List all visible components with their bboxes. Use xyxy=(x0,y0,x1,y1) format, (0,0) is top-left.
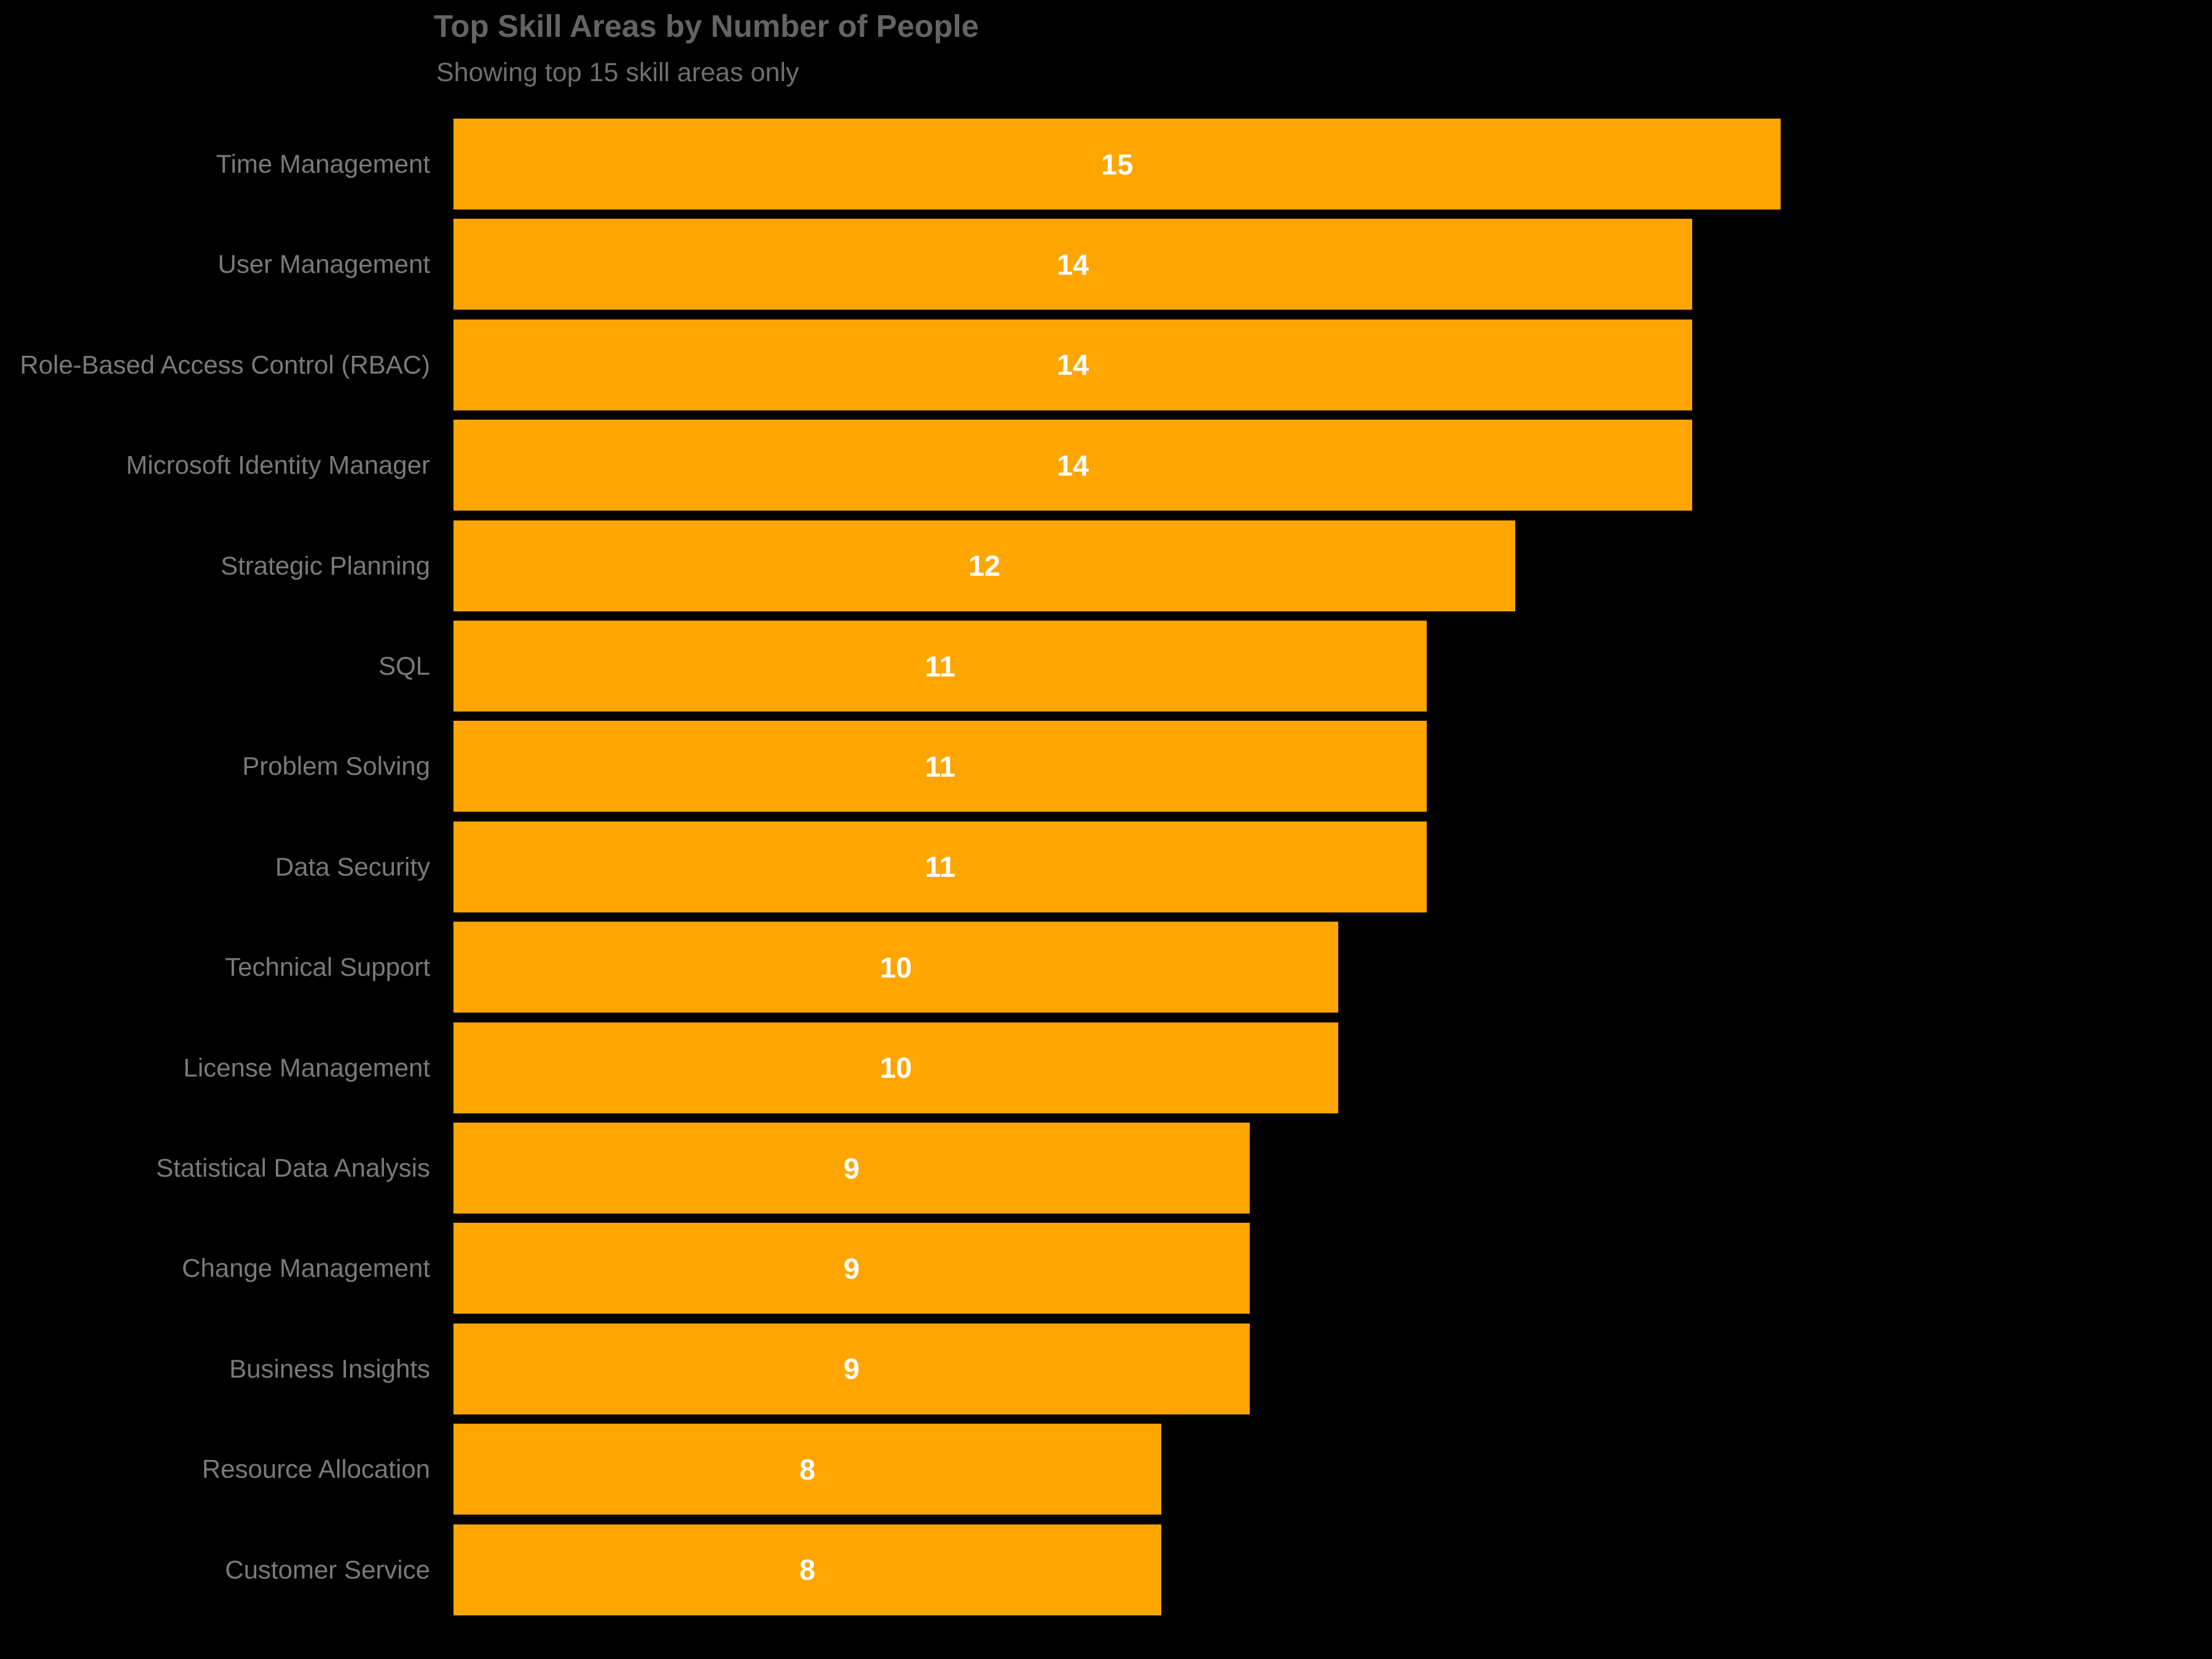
bar-value-label: 9 xyxy=(843,1252,860,1285)
category-label: Microsoft Identity Manager xyxy=(126,450,430,480)
category-label: User Management xyxy=(218,249,431,279)
bar-value-label: 8 xyxy=(799,1553,816,1586)
bar-row: Strategic Planning 12 xyxy=(0,520,2212,611)
bar: 14 xyxy=(453,420,1692,511)
bar-value-label: 15 xyxy=(1100,147,1134,181)
bar: 9 xyxy=(453,1123,1250,1214)
bar-value-label: 9 xyxy=(843,1151,860,1185)
bar: 8 xyxy=(453,1424,1161,1515)
bar: 9 xyxy=(453,1323,1250,1414)
bar-value-label: 9 xyxy=(843,1352,860,1386)
bar-row: User Management 14 xyxy=(0,219,2212,310)
category-label: Technical Support xyxy=(225,952,430,982)
bar-value-label: 11 xyxy=(925,649,955,683)
bar-row: Microsoft Identity Manager 14 xyxy=(0,420,2212,511)
category-label: Business Insights xyxy=(229,1354,430,1383)
bar: 15 xyxy=(453,119,1781,210)
category-label: Resource Allocation xyxy=(202,1454,430,1484)
bar-row: Time Management 15 xyxy=(0,119,2212,210)
bar-row: License Management 10 xyxy=(0,1022,2212,1113)
bar: 11 xyxy=(453,821,1427,912)
category-label: Change Management xyxy=(182,1253,430,1283)
bar-value-label: 11 xyxy=(925,850,955,884)
category-label: Customer Service xyxy=(225,1555,430,1584)
bar-row: SQL 11 xyxy=(0,621,2212,712)
bar: 8 xyxy=(453,1524,1161,1615)
bar-value-label: 10 xyxy=(879,951,912,984)
chart-title: Top Skill Areas by Number of People xyxy=(434,9,979,44)
bar: 14 xyxy=(453,219,1692,310)
chart-subtitle: Showing top 15 skill areas only xyxy=(436,58,799,87)
category-label: Role-Based Access Control (RBAC) xyxy=(20,350,430,379)
bar-value-label: 10 xyxy=(879,1051,912,1084)
bar: 10 xyxy=(453,1022,1338,1113)
bar: 10 xyxy=(453,922,1338,1013)
category-label: Statistical Data Analysis xyxy=(156,1153,430,1182)
bar-value-label: 14 xyxy=(1056,449,1089,482)
bar-row: Technical Support 10 xyxy=(0,922,2212,1013)
bar-value-label: 11 xyxy=(925,750,955,783)
bar-row: Problem Solving 11 xyxy=(0,721,2212,812)
bar: 11 xyxy=(453,721,1427,812)
bar-value-label: 14 xyxy=(1056,248,1089,281)
category-label: Problem Solving xyxy=(242,751,430,781)
category-label: Data Security xyxy=(275,852,430,881)
bar-row: Role-Based Access Control (RBAC) 14 xyxy=(0,319,2212,410)
bar: 9 xyxy=(453,1223,1250,1314)
category-label: SQL xyxy=(378,651,430,680)
bar: 14 xyxy=(453,319,1692,410)
bar-row: Customer Service 8 xyxy=(0,1524,2212,1615)
bar-row: Data Security 11 xyxy=(0,821,2212,912)
bar-row: Change Management 9 xyxy=(0,1223,2212,1314)
category-label: Time Management xyxy=(216,149,430,178)
bar-row: Business Insights 9 xyxy=(0,1323,2212,1414)
bar-value-label: 12 xyxy=(968,549,1001,582)
category-label: License Management xyxy=(183,1053,430,1082)
bar-row: Resource Allocation 8 xyxy=(0,1424,2212,1515)
category-label: Strategic Planning xyxy=(221,551,430,580)
bar-value-label: 8 xyxy=(799,1453,816,1486)
bar-value-label: 14 xyxy=(1056,348,1089,382)
bar-row: Statistical Data Analysis 9 xyxy=(0,1123,2212,1214)
bar: 12 xyxy=(453,520,1515,611)
bar: 11 xyxy=(453,621,1427,712)
